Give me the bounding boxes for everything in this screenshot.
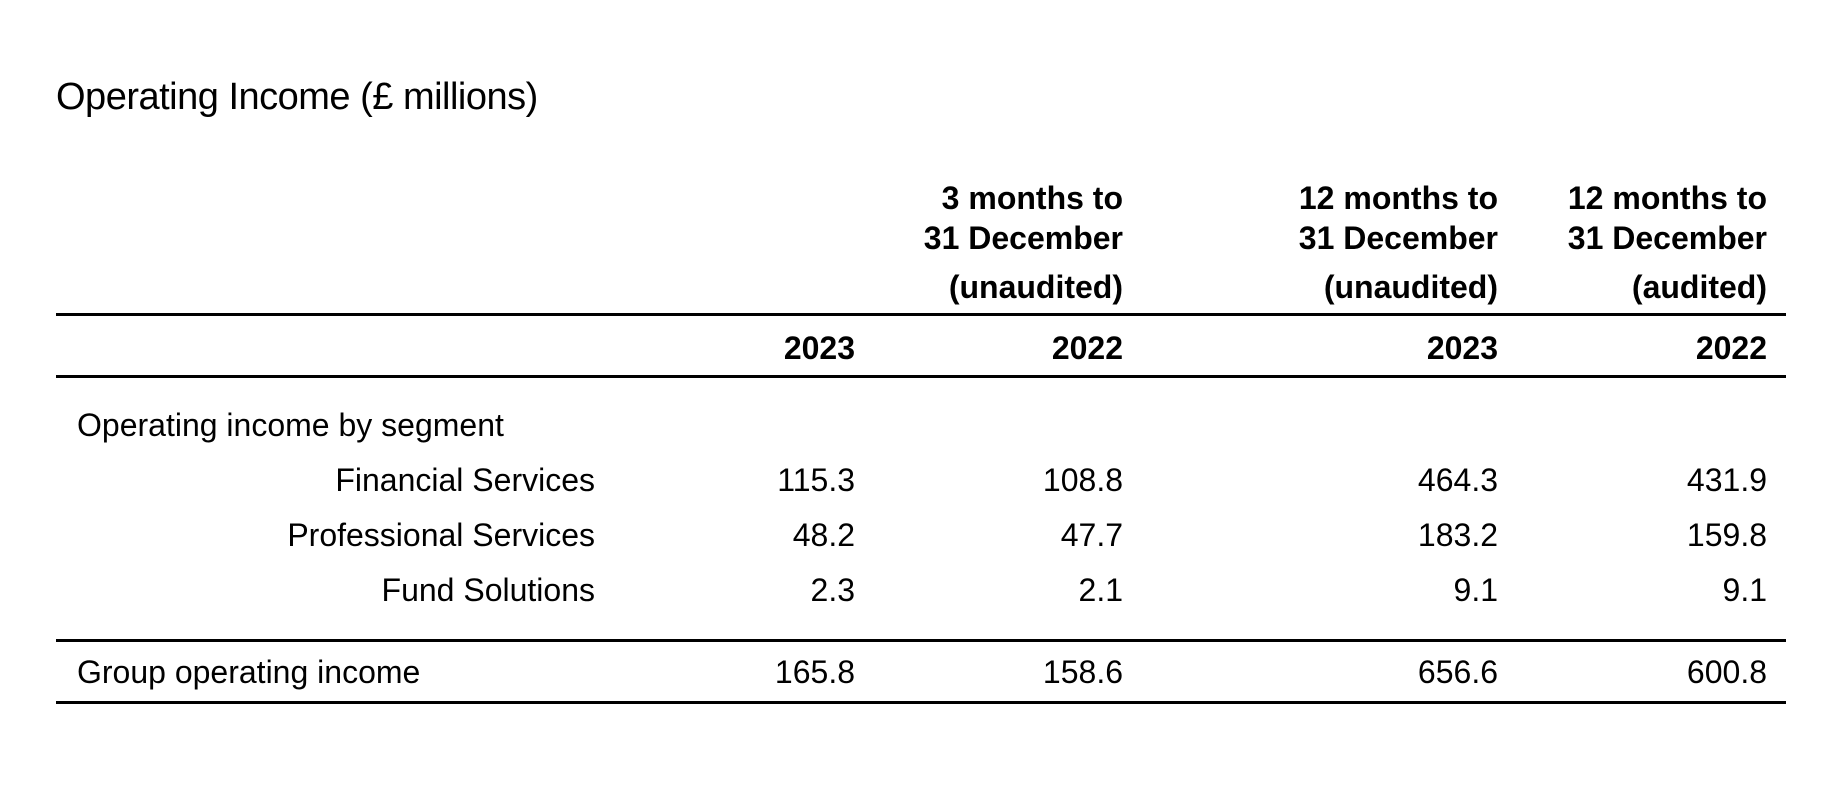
segment-heading: Operating income by segment	[77, 407, 504, 443]
year-header: 2022	[1051, 330, 1123, 366]
year-header: 2022	[1695, 330, 1767, 366]
total-cell: 165.8	[774, 654, 855, 690]
column-header-line: (unaudited)	[1323, 269, 1498, 305]
total-cell: 158.6	[1042, 654, 1123, 690]
table-cell: 115.3	[777, 462, 855, 498]
table-cell: 2.1	[1078, 572, 1123, 608]
table-cell: 183.2	[1417, 517, 1498, 553]
column-header-line: (unaudited)	[948, 269, 1123, 305]
year-header: 2023	[783, 330, 855, 366]
column-header-12-months-audited: 12 months to 31 December (audited)	[1568, 178, 1767, 307]
column-header-line: 12 months to	[1567, 180, 1767, 216]
table-cell: 48.2	[792, 517, 855, 553]
total-cell: 656.6	[1417, 654, 1498, 690]
year-divider	[56, 375, 1786, 378]
column-header-3-months: 3 months to 31 December (unaudited)	[924, 178, 1123, 307]
table-cell: 108.8	[1042, 462, 1123, 498]
table-cell: 431.9	[1686, 462, 1767, 498]
table-cell: 464.3	[1417, 462, 1498, 498]
table-cell: 9.1	[1453, 572, 1498, 608]
row-label-professional-services: Professional Services	[287, 517, 595, 553]
column-header-12-months-unaudited: 12 months to 31 December (unaudited)	[1299, 178, 1498, 307]
page-title: Operating Income (£ millions)	[56, 76, 538, 118]
total-top-divider	[56, 639, 1786, 642]
column-header-line: (audited)	[1631, 269, 1767, 305]
table-cell: 159.8	[1686, 517, 1767, 553]
total-cell: 600.8	[1686, 654, 1767, 690]
column-header-line: 31 December	[1298, 220, 1498, 256]
row-label-financial-services: Financial Services	[335, 462, 595, 498]
table-cell: 47.7	[1060, 517, 1123, 553]
column-header-line: 12 months to	[1298, 180, 1498, 216]
header-divider	[56, 313, 1786, 316]
table-cell: 9.1	[1722, 572, 1767, 608]
row-label-fund-solutions: Fund Solutions	[381, 572, 595, 608]
year-header: 2023	[1426, 330, 1498, 366]
column-header-line: 31 December	[923, 220, 1123, 256]
total-row-label: Group operating income	[77, 654, 421, 690]
total-bottom-divider	[56, 701, 1786, 704]
table-cell: 2.3	[810, 572, 855, 608]
column-header-line: 3 months to	[941, 180, 1123, 216]
column-header-line: 31 December	[1567, 220, 1767, 256]
